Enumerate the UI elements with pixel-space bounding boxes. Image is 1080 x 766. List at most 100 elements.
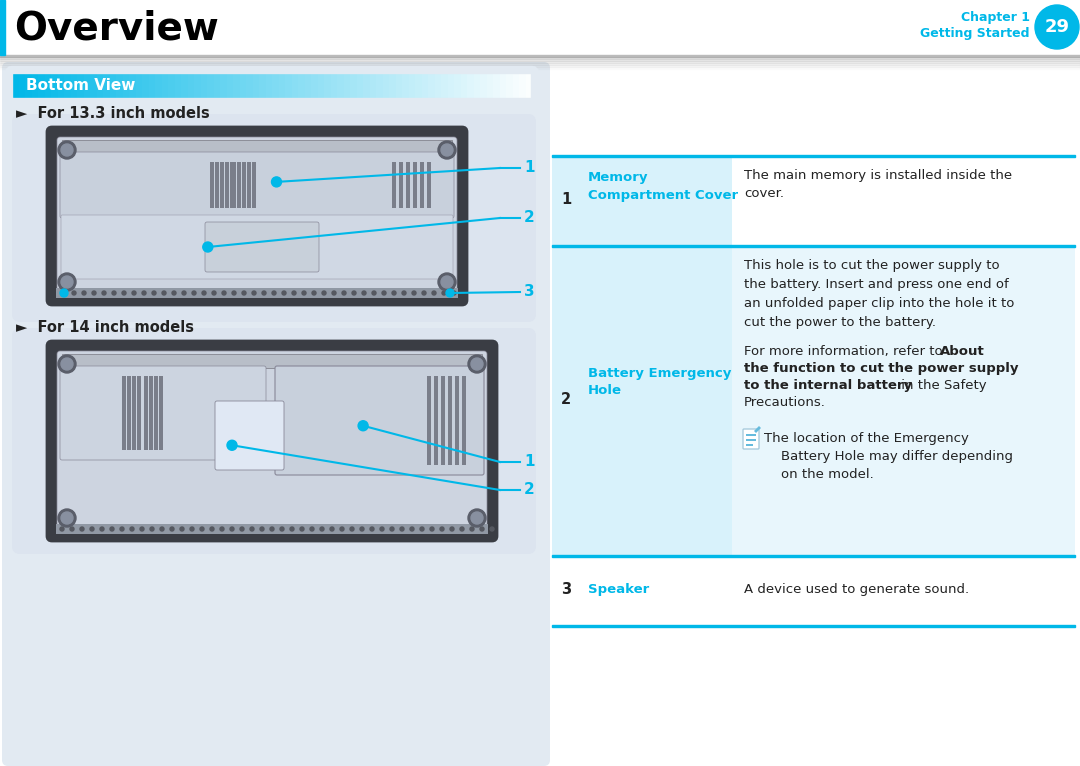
Bar [420,162,424,208]
Bar [215,162,218,208]
Circle shape [192,291,195,295]
Text: Hole: Hole [588,385,622,398]
Bar [38,73,45,99]
Text: The location of the Emergency
    Battery Hole may differ depending
    on the m: The location of the Emergency Battery Ho… [764,432,1013,481]
Bar [392,162,396,208]
Bar [408,73,416,99]
FancyBboxPatch shape [60,215,453,279]
Bar [25,73,32,99]
Circle shape [441,276,453,288]
Bar [62,140,453,154]
FancyBboxPatch shape [2,62,550,766]
Bar [135,73,143,99]
Circle shape [322,291,326,295]
Bar [162,73,168,99]
Text: A device used to generate sound.: A device used to generate sound. [744,584,969,597]
Circle shape [362,291,366,295]
Bar [324,73,330,99]
Circle shape [411,291,416,295]
Bar [149,376,152,450]
Circle shape [442,291,446,295]
Circle shape [372,291,376,295]
Circle shape [441,144,453,156]
Circle shape [140,527,144,531]
Circle shape [82,291,86,295]
Bar [175,73,181,99]
Text: Chapter 1: Chapter 1 [961,11,1030,25]
Bar [519,73,526,99]
Bar [96,73,104,99]
Bar [252,162,256,208]
Circle shape [200,527,204,531]
Bar [0,55,1080,57]
Bar [513,73,519,99]
Bar [144,376,148,450]
Bar [486,73,494,99]
Circle shape [271,177,282,187]
Circle shape [392,291,396,295]
Bar [137,376,140,450]
Bar [44,73,52,99]
Bar [31,73,39,99]
Circle shape [450,527,454,531]
Text: 29: 29 [1044,18,1069,36]
Bar [318,73,324,99]
Bar [298,73,305,99]
Bar [0,59,1080,61]
Bar [330,73,337,99]
Circle shape [468,355,486,373]
Bar [220,162,224,208]
Bar [746,434,756,436]
Circle shape [70,527,75,531]
Text: 1: 1 [524,161,535,175]
Bar [434,376,438,465]
Circle shape [62,291,66,295]
Bar [492,73,500,99]
Text: ►  For 13.3 inch models: ► For 13.3 inch models [16,106,210,120]
Circle shape [352,291,356,295]
Text: Memory: Memory [588,171,648,184]
Bar [240,73,246,99]
Circle shape [249,527,254,531]
Circle shape [291,527,294,531]
Bar [292,73,298,99]
Circle shape [60,276,73,288]
FancyBboxPatch shape [743,429,759,449]
FancyBboxPatch shape [48,127,467,305]
Bar [552,155,1075,156]
Bar [122,73,130,99]
Text: For more information, refer to: For more information, refer to [744,345,947,358]
Bar [343,73,351,99]
Circle shape [460,527,464,531]
Circle shape [150,527,154,531]
Bar [350,73,357,99]
Polygon shape [754,426,761,433]
Bar [0,0,5,55]
Circle shape [390,527,394,531]
FancyBboxPatch shape [12,328,536,554]
Bar [441,376,445,465]
Circle shape [320,527,324,531]
Circle shape [60,144,73,156]
Bar [467,73,474,99]
Bar [305,73,311,99]
Bar [62,473,482,516]
Circle shape [430,527,434,531]
Text: the function to cut the power supply: the function to cut the power supply [744,362,1018,375]
Text: 2: 2 [524,211,535,225]
Bar [427,376,431,465]
Circle shape [262,291,266,295]
Bar [129,73,136,99]
Circle shape [432,291,436,295]
Bar [149,73,156,99]
Bar [389,73,396,99]
Bar [0,61,1080,63]
Bar [0,57,1080,59]
Bar [57,73,65,99]
Circle shape [382,291,386,295]
Bar [233,73,240,99]
Bar [285,73,292,99]
Bar [253,73,259,99]
Circle shape [260,527,264,531]
Circle shape [350,527,354,531]
